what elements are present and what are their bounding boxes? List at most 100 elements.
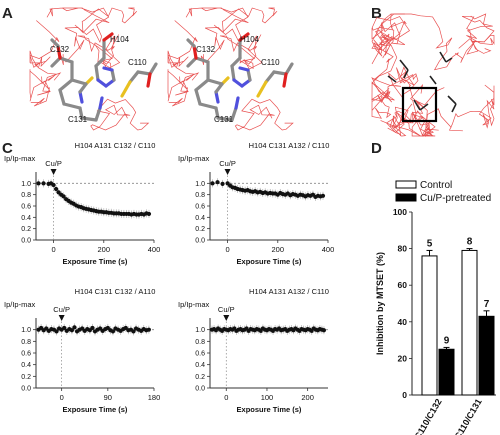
bond	[146, 72, 152, 88]
bond	[206, 78, 224, 86]
channel-residues	[387, 51, 457, 113]
protein-strand	[371, 16, 410, 59]
plot-2: H104 C131 A132 / C110 Ip/Ip-max Exposure T…	[178, 141, 334, 266]
backbone-strand	[219, 34, 263, 70]
data-point	[320, 193, 326, 198]
legend-label: Cu/P-pretreated	[420, 193, 491, 204]
bond	[192, 44, 198, 60]
panel-d-bar-chart: Inhibition by MTSET (%) 0 20 40 60 80 100 Contr…	[375, 180, 496, 435]
backbone-strand	[234, 98, 294, 131]
bond	[94, 56, 106, 68]
y-tick-label: 0.4	[21, 215, 31, 222]
backbone-strand	[200, 7, 278, 65]
x-axis-label: Exposure Time (s)	[237, 257, 302, 266]
bond	[194, 88, 202, 106]
n-label: 8	[467, 237, 473, 248]
data-point	[51, 182, 56, 188]
bond	[214, 90, 220, 104]
y-tick-label: 0.8	[195, 192, 205, 199]
plot-1: H104 A131 C132 / C110 Ip/Ip-max Exposure T…	[4, 141, 160, 266]
plot-title: H104 C131 C132 / A110	[75, 287, 156, 296]
data-point	[321, 328, 327, 333]
protein-strand	[448, 84, 495, 132]
label-c131-right: C131	[214, 115, 234, 124]
bond	[58, 88, 66, 106]
treatment-arrow	[58, 315, 65, 321]
backbone-strand	[167, 20, 198, 84]
bond	[50, 56, 62, 68]
bond	[78, 90, 84, 104]
panel-letter-d: D	[371, 140, 382, 157]
category-label: C110/C131	[453, 397, 484, 435]
y-tick-label: 20	[398, 353, 408, 363]
y-tick-label: 1.0	[21, 181, 31, 188]
bar	[478, 315, 495, 396]
residue-bond	[445, 57, 453, 63]
bond	[230, 106, 238, 122]
panel-b-structure	[371, 13, 495, 138]
n-label: 5	[427, 238, 433, 249]
bond	[198, 102, 218, 110]
bond	[50, 38, 60, 48]
y-tick-label: 0.6	[21, 351, 31, 358]
y-axis-label: Inhibition by MTSET (%)	[375, 252, 385, 355]
data-point	[131, 329, 136, 334]
bond	[214, 106, 220, 120]
y-axis-label: Ip/Ip-max	[4, 300, 36, 309]
x-axis-label: Exposure Time (s)	[63, 405, 128, 414]
bond	[78, 82, 88, 94]
treatment-arrow	[224, 169, 231, 175]
panel-letter-c: C	[2, 140, 13, 157]
bar	[421, 255, 438, 396]
bond	[78, 106, 84, 120]
bond	[58, 78, 74, 92]
plot-title: H104 A131 A132 / C110	[249, 287, 329, 296]
data-point	[110, 329, 116, 334]
zoom-box	[401, 86, 438, 123]
residue-bond	[387, 75, 397, 83]
legend-label: Control	[420, 180, 452, 191]
y-tick-label: 0.2	[195, 374, 205, 381]
bond	[284, 62, 294, 76]
y-tick-label: 0	[402, 390, 407, 400]
label-c132-right: C132	[196, 45, 216, 54]
residue-bond	[439, 51, 447, 63]
y-tick-label: 0.4	[195, 215, 205, 222]
data-point	[90, 325, 95, 331]
bond	[148, 62, 158, 76]
plot-title: H104 C131 A132 / C110	[249, 141, 330, 150]
y-tick-label: 60	[398, 280, 408, 290]
bond	[110, 68, 116, 82]
bond	[214, 82, 224, 94]
x-tick-label: 0	[60, 393, 64, 402]
label-h104-right: H104	[240, 35, 260, 44]
residue-bond	[403, 69, 409, 79]
n-label: 9	[444, 335, 450, 346]
bond	[186, 38, 196, 48]
y-tick-label: 0.2	[195, 226, 205, 233]
y-tick-label: 0.0	[21, 238, 31, 245]
y-axis-label: Ip/Ip-max	[4, 154, 36, 163]
bond	[128, 70, 140, 84]
bond	[256, 80, 268, 98]
panel-letter-b: B	[371, 5, 382, 22]
backbone-strand	[60, 7, 138, 65]
backbone-strand	[185, 7, 249, 44]
bond	[58, 56, 74, 64]
protein-strand	[371, 13, 479, 71]
bond	[234, 96, 240, 110]
y-tick-label: 0.4	[195, 362, 205, 369]
y-tick-label: 1.0	[195, 327, 205, 334]
legend-swatch	[395, 180, 417, 189]
protein-strand	[380, 100, 439, 137]
bond	[102, 66, 114, 72]
label-h104-left: H104	[110, 35, 130, 44]
protein-strand	[385, 83, 424, 137]
backbone-strand	[77, 34, 121, 70]
y-tick-label: 100	[393, 207, 407, 217]
bond	[194, 78, 210, 92]
y-tick-label: 0.0	[21, 386, 31, 393]
x-axis-label: Exposure Time (s)	[63, 257, 128, 266]
y-tick-label: 0.0	[195, 238, 205, 245]
plot-title: H104 A131 C132 / C110	[75, 141, 156, 150]
